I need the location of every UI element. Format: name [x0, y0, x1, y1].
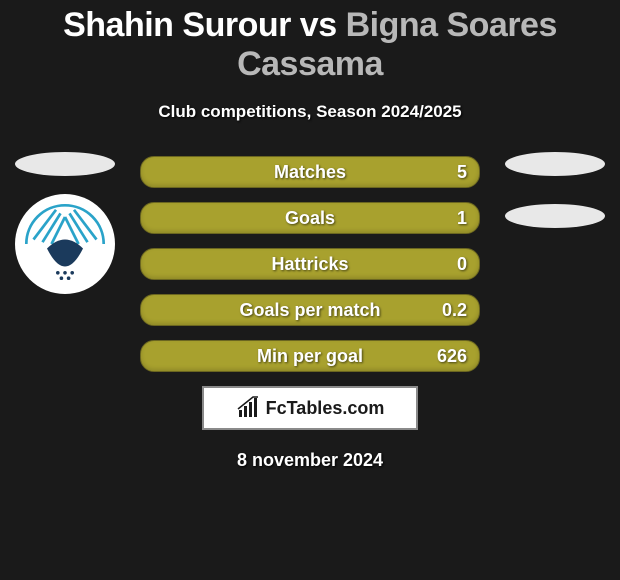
- stat-label: Matches: [141, 157, 479, 187]
- stat-label: Goals per match: [141, 295, 479, 325]
- club-badge-icon: [20, 199, 110, 289]
- player1-photo-placeholder: [15, 152, 115, 176]
- left-column: [10, 152, 120, 294]
- stat-right-value: 626: [437, 341, 467, 371]
- stat-label: Min per goal: [141, 341, 479, 371]
- stat-right-value: 1: [457, 203, 467, 233]
- player2-photo-placeholder: [505, 152, 605, 176]
- player2-club-placeholder: [505, 204, 605, 228]
- vs-text: vs: [300, 6, 337, 44]
- stat-label: Goals: [141, 203, 479, 233]
- stat-right-value: 0: [457, 249, 467, 279]
- comparison-title: Shahin Surour vs Bigna Soares Cassama: [0, 6, 620, 84]
- body-area: Matches 5 Goals 1 Hattricks 0 Goals per …: [0, 156, 620, 471]
- stat-row-matches: Matches 5: [140, 156, 480, 188]
- stat-label: Hattricks: [141, 249, 479, 279]
- stat-row-hattricks: Hattricks 0: [140, 248, 480, 280]
- stat-row-goals: Goals 1: [140, 202, 480, 234]
- stat-right-value: 0.2: [442, 295, 467, 325]
- brand-text: FcTables.com: [266, 398, 385, 419]
- comparison-card: Shahin Surour vs Bigna Soares Cassama Cl…: [0, 0, 620, 580]
- stats-list: Matches 5 Goals 1 Hattricks 0 Goals per …: [140, 156, 480, 372]
- footer-date: 8 november 2024: [0, 450, 620, 471]
- stat-row-min-per-goal: Min per goal 626: [140, 340, 480, 372]
- subtitle: Club competitions, Season 2024/2025: [0, 102, 620, 122]
- player1-club-badge: [15, 194, 115, 294]
- bar-chart-icon: [236, 396, 260, 420]
- stat-right-value: 5: [457, 157, 467, 187]
- brand-box[interactable]: FcTables.com: [202, 386, 418, 430]
- stat-row-goals-per-match: Goals per match 0.2: [140, 294, 480, 326]
- player1-name: Shahin Surour: [63, 6, 291, 44]
- right-column: [500, 152, 610, 256]
